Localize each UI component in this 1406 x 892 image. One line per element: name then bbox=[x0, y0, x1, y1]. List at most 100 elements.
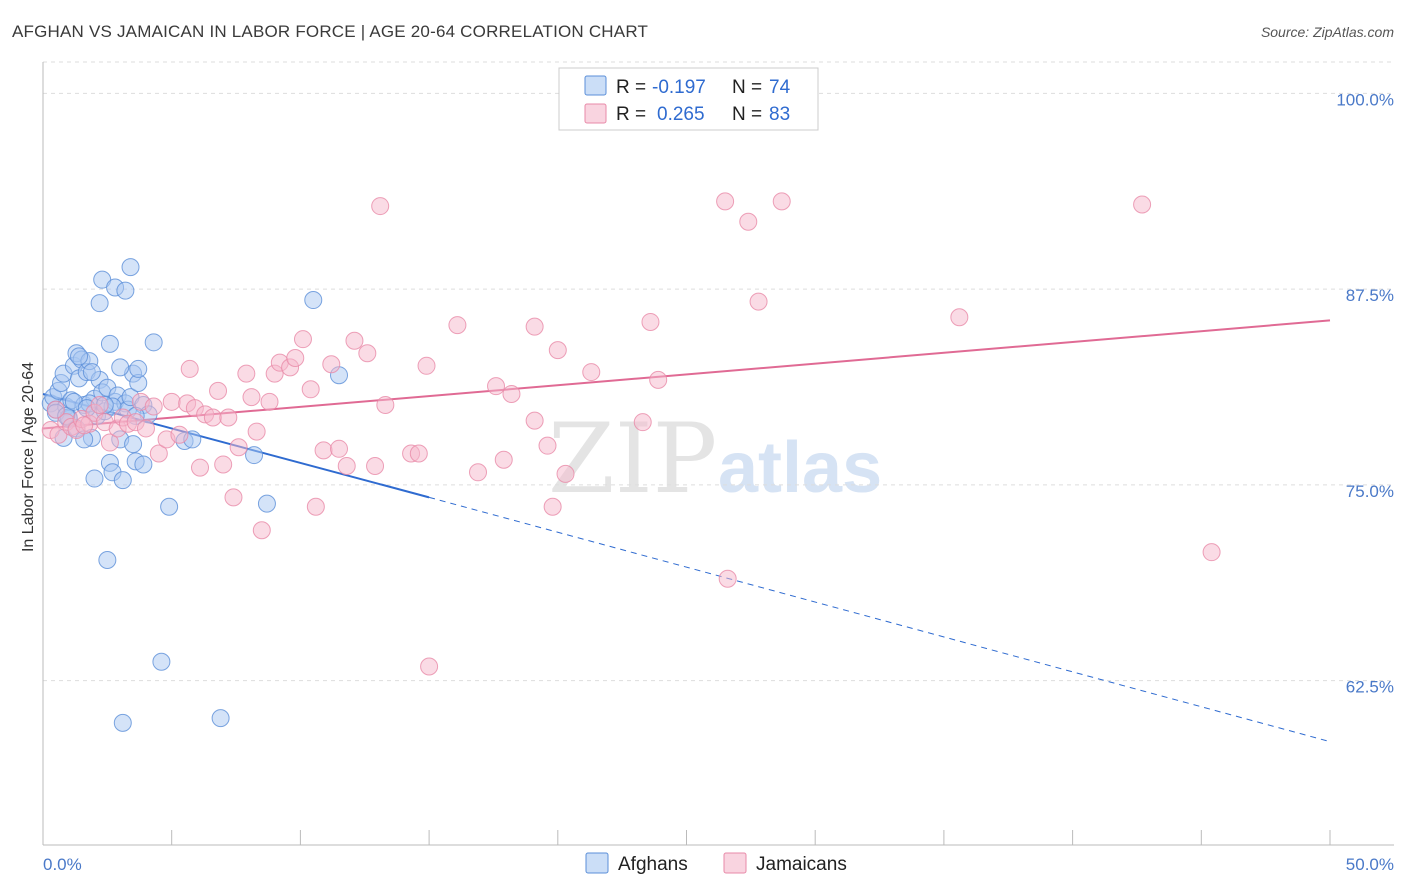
x-tick-label-max: 50.0% bbox=[1346, 855, 1394, 874]
data-point bbox=[420, 657, 439, 676]
data-point bbox=[301, 380, 320, 399]
data-point bbox=[293, 330, 312, 349]
data-point bbox=[224, 488, 243, 507]
trendlines bbox=[42, 319, 1331, 743]
data-point bbox=[543, 497, 562, 516]
data-point bbox=[772, 192, 791, 211]
data-point bbox=[494, 450, 513, 469]
trendline-jamaicans bbox=[42, 319, 1331, 430]
data-point bbox=[306, 497, 325, 516]
data-point bbox=[641, 312, 660, 331]
y-tick-label: 75.0% bbox=[1346, 482, 1394, 501]
data-point bbox=[260, 392, 279, 411]
data-point bbox=[548, 341, 567, 360]
bottom-legend-swatch-afghans bbox=[585, 852, 609, 874]
data-point bbox=[136, 419, 155, 438]
data-point bbox=[144, 397, 163, 416]
data-point bbox=[649, 370, 668, 389]
legend-n-label-afghans: N = bbox=[732, 77, 762, 98]
data-point bbox=[448, 316, 467, 335]
data-point bbox=[487, 377, 506, 396]
data-point bbox=[556, 464, 575, 483]
legend-swatch-jamaicans bbox=[584, 103, 607, 124]
legend-n-value-jamaicans: 83 bbox=[769, 104, 790, 125]
legend-n-value-afghans: 74 bbox=[769, 77, 791, 98]
data-point bbox=[366, 457, 385, 476]
data-point bbox=[134, 455, 153, 474]
data-point bbox=[1133, 195, 1152, 214]
data-point bbox=[469, 463, 488, 482]
axes bbox=[42, 62, 1394, 846]
data-point bbox=[113, 713, 132, 732]
data-point bbox=[152, 652, 171, 671]
data-point bbox=[85, 469, 104, 488]
data-point bbox=[90, 395, 109, 414]
data-point bbox=[82, 363, 101, 382]
data-point bbox=[209, 381, 228, 400]
bottom-legend: Afghans Jamaicans bbox=[585, 852, 847, 875]
data-point bbox=[113, 471, 132, 490]
data-point bbox=[409, 444, 428, 463]
data-point bbox=[525, 411, 544, 430]
legend-r-value-afghans: -0.197 bbox=[652, 77, 706, 98]
legend-swatch-afghans bbox=[584, 75, 607, 96]
data-point bbox=[160, 497, 179, 516]
data-point bbox=[191, 458, 210, 477]
data-point bbox=[219, 408, 238, 427]
data-point bbox=[129, 359, 148, 378]
data-point bbox=[124, 435, 143, 454]
data-point bbox=[633, 413, 652, 432]
data-point bbox=[245, 446, 264, 465]
y-tick-label: 100.0% bbox=[1336, 90, 1394, 109]
data-point bbox=[538, 436, 557, 455]
source-label: Source: ZipAtlas.com bbox=[1260, 24, 1394, 40]
legend-box: R = -0.197 N = 74 R = 0.265 N = 83 bbox=[558, 67, 819, 131]
data-point bbox=[247, 422, 266, 441]
data-point bbox=[582, 363, 601, 382]
data-point bbox=[417, 356, 436, 375]
data-point bbox=[100, 334, 119, 353]
data-point bbox=[718, 569, 737, 588]
data-point bbox=[358, 344, 377, 363]
data-point bbox=[46, 400, 65, 419]
watermark-zip: ZIP bbox=[548, 403, 717, 515]
data-point bbox=[502, 384, 521, 403]
legend-n-label-jamaicans: N = bbox=[732, 104, 762, 125]
bottom-legend-label-afghans: Afghans bbox=[618, 854, 688, 875]
data-point bbox=[180, 359, 199, 378]
data-point bbox=[525, 317, 544, 336]
data-point bbox=[70, 347, 89, 366]
data-point bbox=[90, 294, 109, 313]
data-point bbox=[111, 358, 130, 377]
x-tick-label-min: 0.0% bbox=[43, 855, 82, 874]
y-axis-title: In Labor Force | Age 20-64 bbox=[20, 362, 37, 552]
data-point bbox=[214, 455, 233, 474]
data-point bbox=[257, 494, 276, 513]
data-point bbox=[98, 550, 117, 569]
data-point bbox=[252, 521, 271, 540]
data-point bbox=[149, 444, 168, 463]
series-afghans bbox=[41, 258, 349, 732]
data-point bbox=[950, 308, 969, 327]
data-point bbox=[100, 433, 119, 452]
y-tick-labels: 62.5% 75.0% 87.5% 100.0% bbox=[1336, 90, 1394, 696]
data-point bbox=[739, 212, 758, 231]
data-point bbox=[749, 292, 768, 311]
bottom-legend-label-jamaicans: Jamaicans bbox=[756, 854, 847, 875]
data-point bbox=[314, 441, 333, 460]
data-point bbox=[345, 331, 364, 350]
y-tick-label: 62.5% bbox=[1346, 678, 1394, 697]
data-point bbox=[229, 438, 248, 457]
data-point bbox=[286, 348, 305, 367]
series-jamaicans bbox=[41, 192, 1221, 676]
data-point bbox=[376, 395, 395, 414]
data-point bbox=[75, 416, 94, 435]
data-point bbox=[211, 709, 230, 728]
legend-r-label-afghans: R = bbox=[616, 77, 646, 98]
legend-r-value-jamaicans: 0.265 bbox=[657, 104, 705, 125]
data-point bbox=[330, 439, 349, 458]
data-point bbox=[304, 291, 323, 310]
y-tick-label: 87.5% bbox=[1346, 286, 1394, 305]
data-point bbox=[337, 457, 356, 476]
